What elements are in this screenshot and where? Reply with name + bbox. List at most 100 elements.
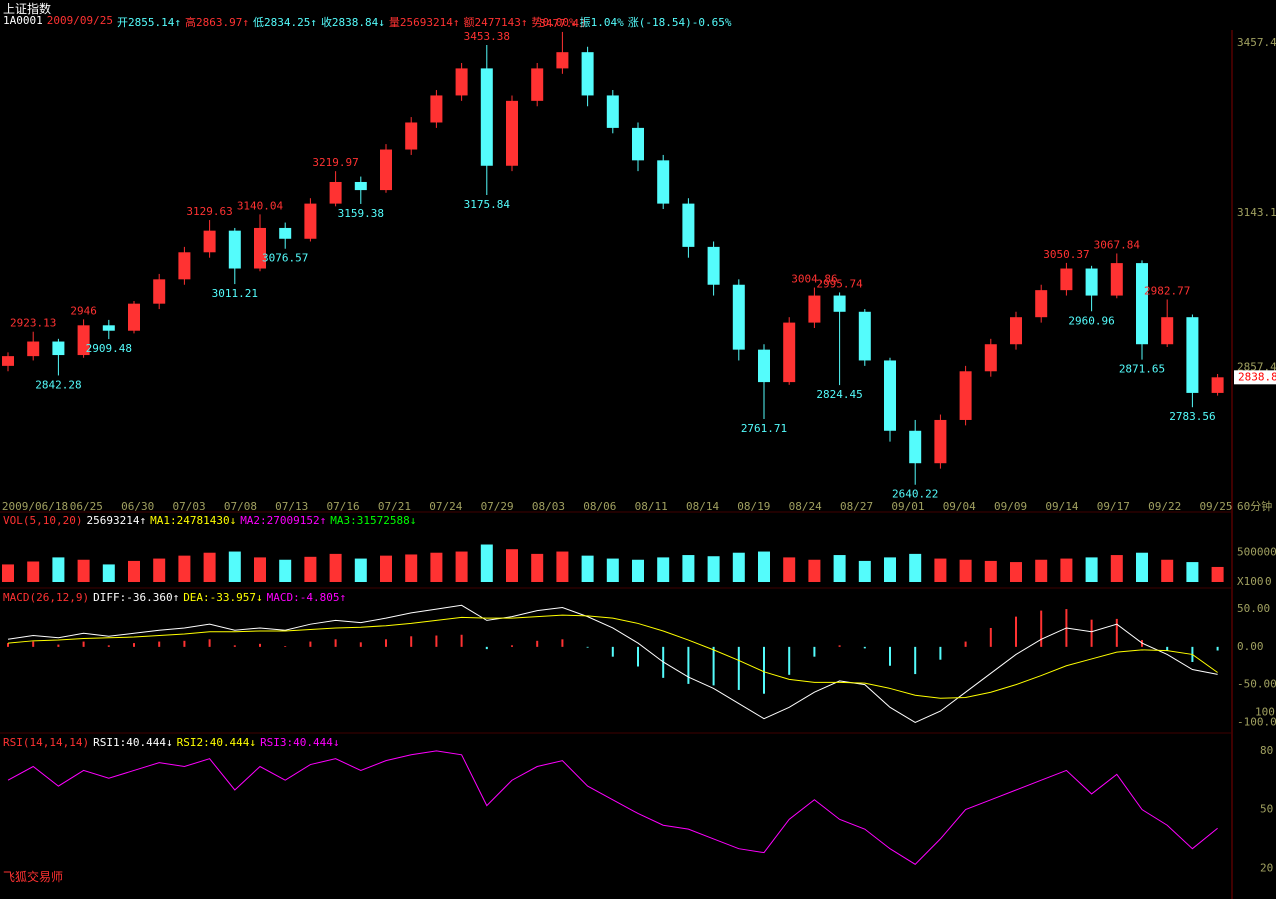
high-label: 3050.37: [1043, 248, 1089, 261]
legend-item: 收2838.84↓: [320, 16, 385, 29]
volume-bar: [1186, 562, 1199, 582]
x-tick-label: 07/21: [378, 500, 411, 513]
low-label: 3011.21: [212, 287, 258, 300]
vol-legend: VOL(5,10,20) 25693214↑ MA1:24781430↓ MA2:27…: [3, 514, 416, 527]
volume-bar: [1085, 557, 1098, 582]
volume-bar: [606, 558, 619, 582]
candle-body: [1035, 290, 1048, 318]
y-tick-label: 80: [1260, 744, 1273, 757]
legend-item: DIFF:-36.360↑: [93, 591, 180, 604]
volume-bar: [783, 557, 796, 582]
candle-body: [27, 341, 40, 357]
volume-bar: [52, 557, 65, 582]
volume-bar: [858, 560, 871, 582]
rsi-line: [7, 750, 1218, 865]
legend-item: MACD(26,12,9): [3, 591, 90, 604]
candle-body: [128, 303, 140, 331]
low-label: 3076.57: [262, 252, 308, 265]
volume-bar: [77, 559, 90, 582]
candle-body: [178, 252, 191, 280]
candle-body: [884, 360, 896, 431]
volume-bar: [732, 552, 745, 582]
x-tick-label: 06/25: [70, 500, 103, 513]
legend-item: 1A0001: [3, 14, 43, 27]
volume-bar: [430, 552, 443, 582]
macd-legend: MACD(26,12,9) DIFF:-36.360↑ DEA:-33.957↓ MA…: [3, 591, 346, 604]
x-tick-label: 09/22: [1148, 500, 1181, 513]
x-tick-label: 07/24: [429, 500, 462, 513]
volume-bar: [682, 555, 695, 582]
candle-body: [1110, 263, 1123, 296]
candle-body: [682, 203, 695, 247]
y-tick-label: 500000: [1237, 546, 1276, 559]
volume-bar: [203, 552, 216, 582]
volume-bar: [178, 555, 191, 582]
candle-body: [833, 295, 846, 312]
legend-item: MA3:31572588↓: [330, 514, 417, 527]
legend-item: VOL(5,10,20): [3, 514, 83, 527]
candle-body: [506, 100, 518, 166]
x-tick-label: 09/25: [1199, 500, 1232, 513]
last-price-label: 2838.8: [1238, 370, 1276, 383]
volume-bar: [934, 558, 947, 582]
volume-bar: [556, 551, 569, 582]
x-tick-label: 08/06: [583, 500, 616, 513]
x-tick-label: 08/19: [737, 500, 770, 513]
low-label: 2960.96: [1068, 314, 1114, 327]
volume-bar: [1060, 558, 1073, 582]
volume-bar: [279, 559, 292, 582]
candle-body: [707, 246, 720, 285]
low-label: 2640.22: [892, 488, 938, 501]
volume-bar: [153, 558, 166, 582]
candle-body: [657, 160, 670, 204]
volume-bar: [581, 555, 594, 582]
volume-bar: [27, 561, 40, 582]
candle-body: [102, 325, 115, 331]
legend-item: MA1:24781430↓: [150, 514, 237, 527]
x-tick-label: 09/01: [891, 500, 924, 513]
volume-bar: [228, 551, 241, 582]
y-tick-label: 20: [1260, 861, 1273, 874]
volume-bar: [254, 557, 266, 582]
macd-line: [7, 604, 1218, 724]
legend-item: RSI1:40.444↓: [93, 736, 173, 749]
high-label: 2982.77: [1144, 284, 1190, 297]
legend-item: 振1.04%: [579, 16, 624, 29]
candle-body: [984, 344, 997, 372]
y-tick-label: -100.0: [1237, 715, 1276, 728]
candle-body: [52, 341, 65, 356]
candle-body: [354, 181, 367, 191]
volume-bar: [758, 551, 770, 582]
y-tick-label: 0: [1265, 575, 1272, 588]
legend-item: 额2477143↑: [463, 16, 528, 29]
x-tick-label: 07/03: [172, 500, 205, 513]
candle-body: [380, 149, 392, 191]
candle-body: [1161, 317, 1174, 345]
x-tick-label: 2009/06/18: [2, 500, 68, 513]
volume-bar: [128, 560, 140, 582]
rsi-legend: RSI(14,14,14) RSI1:40.444↓ RSI2:40.444↓ RSI…: [3, 736, 340, 749]
x-tick-label: 09/14: [1045, 500, 1078, 513]
volume-bar: [480, 544, 493, 582]
legend-item: DEA:-33.957↓: [183, 591, 263, 604]
volume-bar: [833, 555, 846, 582]
y-tick-label: -50.00: [1237, 678, 1276, 691]
candle-body: [606, 95, 619, 128]
high-label: 3004.86: [791, 273, 837, 286]
y-tick-label: 0.00: [1237, 640, 1264, 653]
candle-body: [455, 68, 468, 96]
legend-item: MA2:27009152↑: [240, 514, 327, 527]
y-tick-label: 2857.4: [1237, 360, 1276, 373]
volume-bar: [531, 553, 544, 582]
y-tick-label: 3457.4: [1237, 36, 1276, 49]
volume-bar: [329, 553, 342, 582]
x-tick-label: 08/14: [686, 500, 719, 513]
legend-item: 涨(-18.54)-0.65%: [627, 16, 732, 29]
candle-body: [1136, 263, 1148, 345]
candle-body: [1010, 317, 1022, 345]
candle-body: [1211, 377, 1224, 393]
volume-bar: [984, 560, 997, 582]
legend-item: 势0.00%: [531, 16, 576, 29]
volume-bar: [1010, 562, 1022, 582]
candle-body: [329, 181, 342, 204]
